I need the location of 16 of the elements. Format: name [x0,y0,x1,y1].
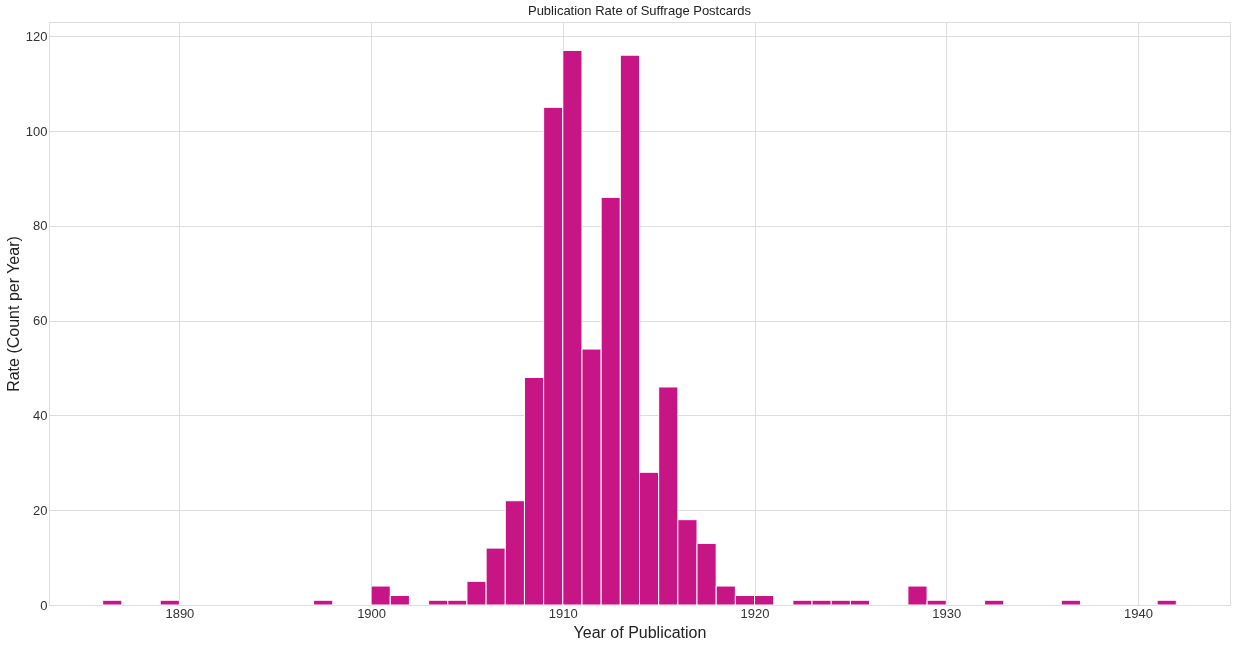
y-tick-label: 0 [40,597,48,613]
y-tick-label: 20 [33,502,48,518]
y-tick-label: 120 [25,28,48,44]
x-tick-label: 1890 [165,605,195,621]
x-tick-label: 1900 [357,605,387,621]
chart-title: Publication Rate of Suffrage Postcards [527,3,752,18]
y-tick-label: 40 [33,407,48,423]
x-tick-label: 1910 [548,605,578,621]
y-tick-label: 100 [25,123,48,139]
y-tick-label: 80 [33,218,48,234]
y-tick-label: 60 [33,313,48,329]
x-axis-title: Year of Publication [573,623,707,641]
x-tick-label: 1930 [932,605,962,621]
x-tick-label: 1920 [740,605,770,621]
y-axis-title: Rate (Count per Year) [4,236,22,392]
x-tick-label: 1940 [1124,605,1153,621]
